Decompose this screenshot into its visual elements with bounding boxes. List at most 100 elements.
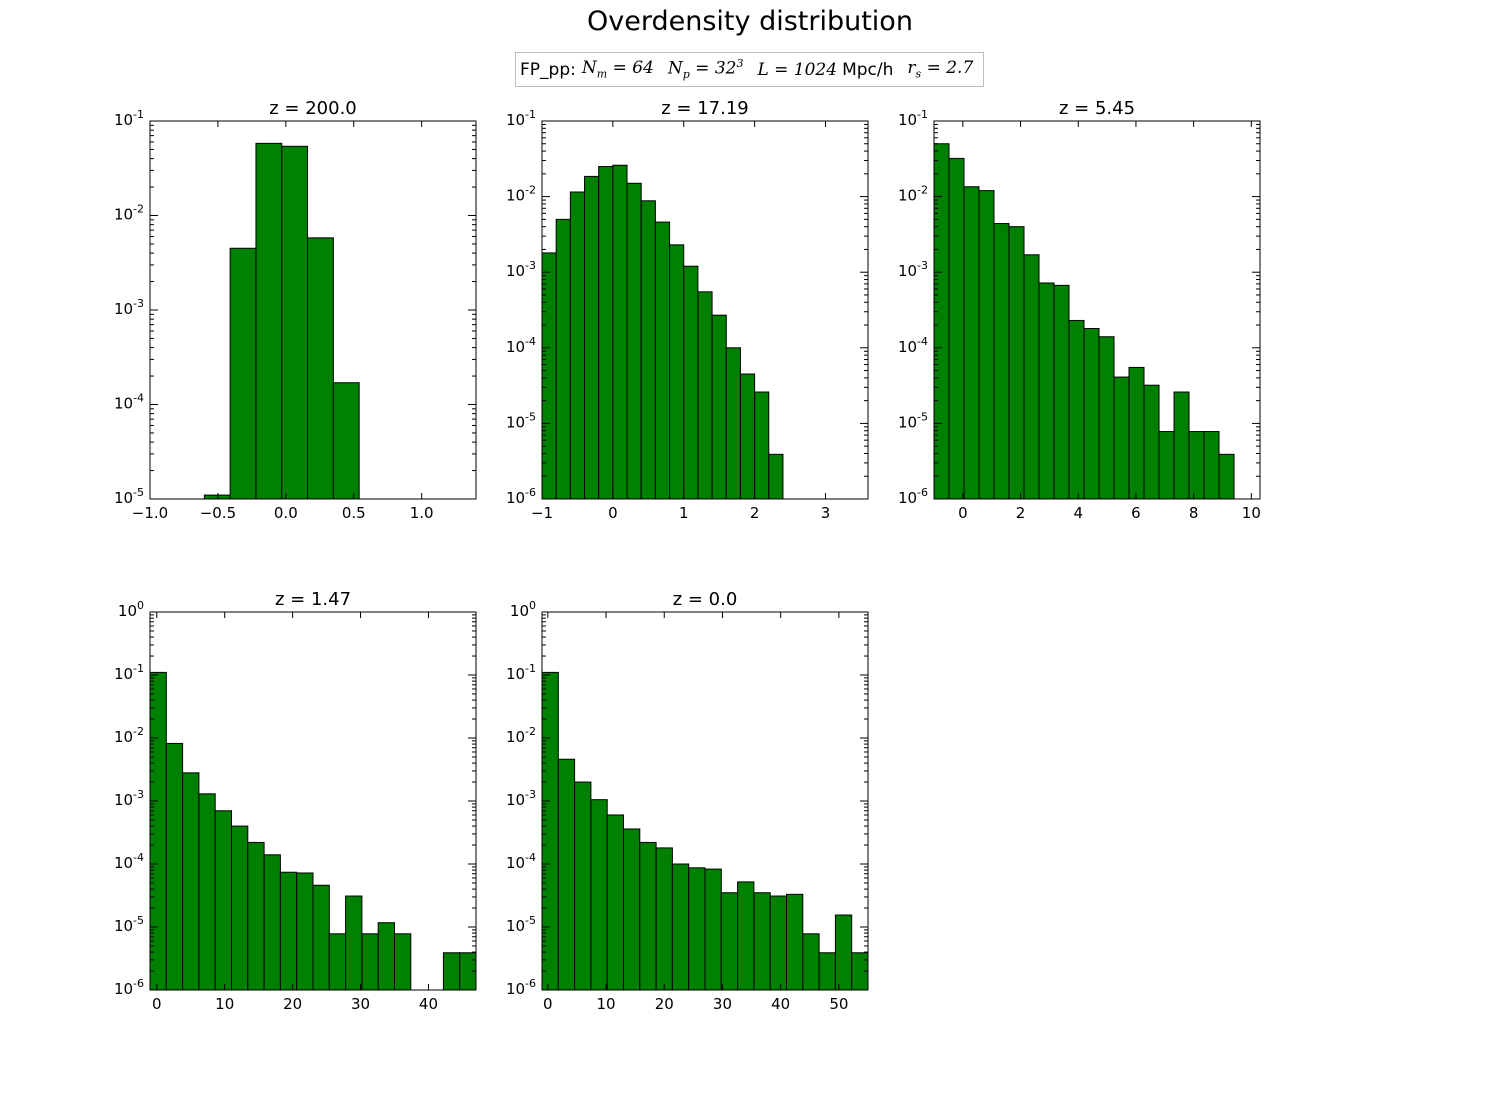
histogram-bar <box>165 742 184 991</box>
x-tick-label: 4 <box>1073 504 1083 522</box>
histogram-bar <box>1023 254 1040 500</box>
histogram-bar <box>683 265 699 500</box>
histogram-bar <box>229 247 257 500</box>
y-tick-label: 10-4 <box>506 851 536 872</box>
x-tick-label: 10 <box>215 995 234 1013</box>
x-tick-label: 0 <box>608 504 618 522</box>
x-tick-label: −1 <box>531 504 553 522</box>
x-tick-label: −1.0 <box>132 504 168 522</box>
y-tick-label: 10-5 <box>114 486 144 507</box>
y-tick-label: 100 <box>510 599 536 620</box>
histogram-bar <box>978 190 995 500</box>
panel-title: z = 5.45 <box>1059 98 1135 119</box>
x-tick-label: 10 <box>1242 504 1261 522</box>
histogram-bar <box>598 166 614 500</box>
histogram-bar <box>231 825 249 991</box>
histogram-bar <box>247 841 265 991</box>
legend-rs: rs = 2.7 <box>907 58 974 81</box>
histogram-bar <box>948 157 965 500</box>
histogram-panel: z = 5.45 0 2 4 6 8 10 10-6 10-5 10-4 10-3 10-2 10-1 <box>898 98 1261 522</box>
histogram-bar <box>725 347 741 500</box>
histogram-panel: z = 0.0 0 10 20 30 40 50 10-6 10-5 10-4 10-3 10-2 10… <box>506 589 869 1013</box>
histogram-bar <box>993 223 1010 500</box>
histogram-panel: z = 200.0 −1.0 −0.5 0.0 0.5 1.0 10-5 10-4 10-3 10… <box>114 98 477 522</box>
x-tick-label: 30 <box>351 995 370 1013</box>
histogram-bar <box>626 182 642 500</box>
histogram-bar <box>584 175 600 500</box>
x-tick-label: 0.5 <box>342 504 366 522</box>
y-tick-label: 10-2 <box>114 725 144 746</box>
histogram-bar <box>1068 319 1085 500</box>
x-tick-label: 1.0 <box>410 504 434 522</box>
histogram-bar <box>1218 453 1235 500</box>
y-tick-label: 10-1 <box>898 108 928 129</box>
histogram-panel: z = 1.47 0 10 20 30 40 10-6 10-5 10-4 10-3 10-2 10-… <box>114 589 477 1013</box>
histogram-bar <box>182 772 200 991</box>
histogram-bar <box>555 218 571 500</box>
x-tick-label: 2 <box>1016 504 1026 522</box>
histogram-bar <box>198 793 216 991</box>
histogram-bar <box>739 373 756 500</box>
histogram-bar <box>569 191 586 500</box>
histogram-bar <box>786 893 804 991</box>
legend-prefix: FP_pp: <box>520 59 576 80</box>
x-tick-label: 2 <box>750 504 760 522</box>
histogram-bar <box>655 847 673 991</box>
x-tick-label: 40 <box>771 995 790 1013</box>
y-tick-label: 10-2 <box>898 184 928 205</box>
histogram-bar <box>671 863 690 991</box>
panel-title: z = 0.0 <box>673 589 738 610</box>
histogram-bar <box>753 892 771 991</box>
y-tick-label: 10-1 <box>506 662 536 683</box>
histogram-bar <box>1053 284 1070 500</box>
panel-title: z = 17.19 <box>661 98 749 119</box>
histogram-bar <box>307 237 334 500</box>
histogram-panel: z = 17.19 −1 0 1 2 3 10-6 10-5 10-4 10-3 10-2 10-1 <box>506 98 869 522</box>
histogram-bar <box>669 244 685 500</box>
y-tick-label: 10-3 <box>506 259 536 280</box>
figure-title: Overdensity distribution <box>587 6 913 37</box>
x-tick-label: 0.0 <box>274 504 298 522</box>
x-tick-label: −0.5 <box>200 504 236 522</box>
y-tick-label: 10-3 <box>506 788 536 809</box>
y-tick-label: 10-4 <box>506 335 536 356</box>
histogram-bar <box>328 933 347 991</box>
histogram-bar <box>214 810 232 991</box>
histogram-bar <box>263 854 281 991</box>
y-tick-label: 10-1 <box>114 662 144 683</box>
panel-title: z = 1.47 <box>275 589 351 610</box>
histogram-bar <box>279 871 298 991</box>
x-tick-label: 50 <box>829 995 848 1013</box>
histogram-bar <box>768 453 784 500</box>
panel-title: z = 200.0 <box>269 98 357 119</box>
histogram-bar <box>1008 226 1025 500</box>
histogram-bar <box>149 671 167 991</box>
y-tick-label: 10-4 <box>114 851 144 872</box>
histogram-bar <box>704 868 722 991</box>
legend-nm: Nm = 64 <box>581 58 654 81</box>
legend-l: L = 1024 Mpc/h <box>757 59 894 80</box>
histogram-bar <box>639 841 657 991</box>
histogram-bar <box>377 922 396 991</box>
histogram-bar <box>1083 328 1100 500</box>
y-tick-label: 10-5 <box>114 914 144 935</box>
histogram-bar <box>802 933 820 991</box>
histogram-bar <box>1203 431 1220 500</box>
histogram-bar <box>541 252 557 500</box>
histogram-bar <box>345 895 363 991</box>
y-tick-label: 10-3 <box>114 788 144 809</box>
histogram-bar <box>818 952 836 991</box>
y-tick-label: 10-3 <box>114 297 144 318</box>
x-tick-label: 3 <box>821 504 831 522</box>
histogram-bar <box>312 884 330 991</box>
histogram-bar <box>203 494 231 500</box>
histogram-bar <box>769 895 788 991</box>
histogram-bar <box>541 671 559 991</box>
histogram-bar <box>1098 336 1115 500</box>
y-tick-label: 10-4 <box>114 392 144 413</box>
y-tick-label: 10-6 <box>898 486 928 507</box>
histogram-bar <box>255 142 283 500</box>
histogram-bar <box>697 291 713 500</box>
histogram-bar <box>606 814 625 991</box>
